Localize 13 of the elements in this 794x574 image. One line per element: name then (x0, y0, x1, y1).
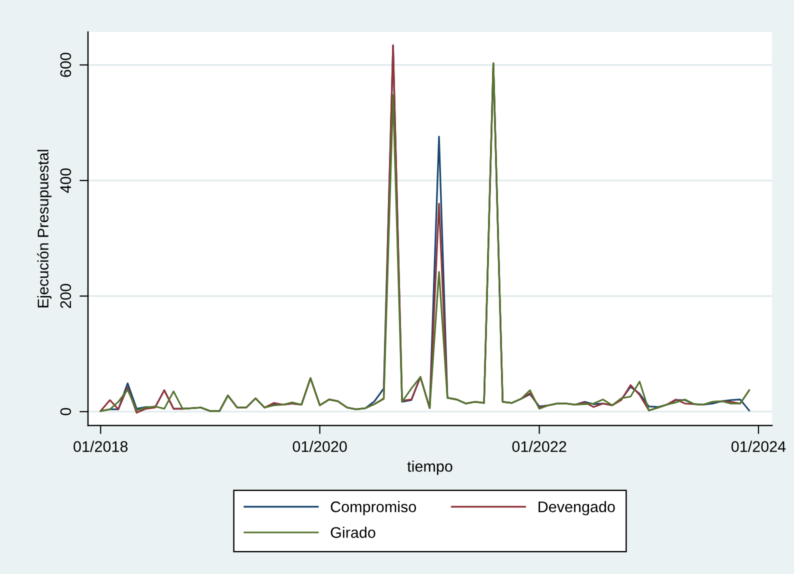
y-tick-label: 600 (60, 52, 72, 77)
x-tick-label: 01/2020 (292, 440, 347, 452)
legend-label: Girado (330, 526, 376, 538)
x-tick-label: 01/2022 (512, 440, 566, 452)
x-tick-label: 01/2018 (74, 440, 128, 452)
y-tick-label: 0 (60, 408, 72, 416)
x-axis-title: tiempo (407, 460, 452, 475)
x-tick-label: 01/2024 (731, 440, 786, 452)
y-tick-label: 400 (60, 168, 72, 193)
y-tick-label: 200 (60, 284, 72, 308)
y-axis-title: Ejecución Presupuestal (37, 150, 52, 308)
legend-label: Devengado (538, 501, 615, 516)
legend-label: Compromiso (330, 501, 416, 516)
